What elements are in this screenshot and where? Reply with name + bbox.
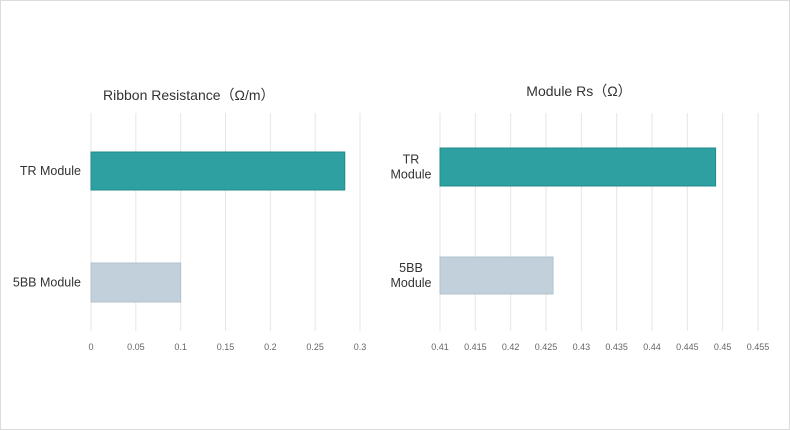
chart1-category-label: 5BB Module — [13, 276, 81, 290]
chart1-category-label: TR Module — [20, 164, 81, 178]
chart2-tick-label: 0.41 — [431, 342, 449, 352]
chart1-bar-1 — [90, 151, 346, 191]
chart2-tick-label: 0.43 — [573, 342, 591, 352]
chart1-bar-2 — [90, 262, 182, 303]
chart2-tick-label: 0.435 — [605, 342, 628, 352]
chart1-tick-label: 0 — [88, 342, 93, 352]
chart2-category-label: TR Module — [391, 153, 432, 182]
chart2-tick-label: 0.415 — [464, 342, 487, 352]
chart1-tick-label: 0.2 — [264, 342, 277, 352]
chart2-tick-label: 0.44 — [643, 342, 661, 352]
chart1-tick-label: 0.15 — [217, 342, 235, 352]
chart2-tick-label: 0.445 — [676, 342, 699, 352]
chart1-tick-label: 0.25 — [306, 342, 324, 352]
chart1-title: Ribbon Resistance（Ω/m） — [103, 87, 275, 103]
chart2-bar-2 — [439, 256, 554, 295]
chart2-bar-1 — [439, 147, 717, 187]
chart2-tick-label: 0.425 — [535, 342, 558, 352]
chart2-tick-label: 0.42 — [502, 342, 520, 352]
chart2-tick-label: 0.45 — [714, 342, 732, 352]
chart1-tick-label: 0.05 — [127, 342, 145, 352]
chart1-tick-label: 0.1 — [174, 342, 187, 352]
chart2-title: Module Rs（Ω） — [526, 83, 631, 99]
chart1-tick-label: 0.3 — [354, 342, 367, 352]
chart2-tick-label: 0.455 — [747, 342, 770, 352]
chart2-category-label: 5BB Module — [391, 261, 432, 290]
